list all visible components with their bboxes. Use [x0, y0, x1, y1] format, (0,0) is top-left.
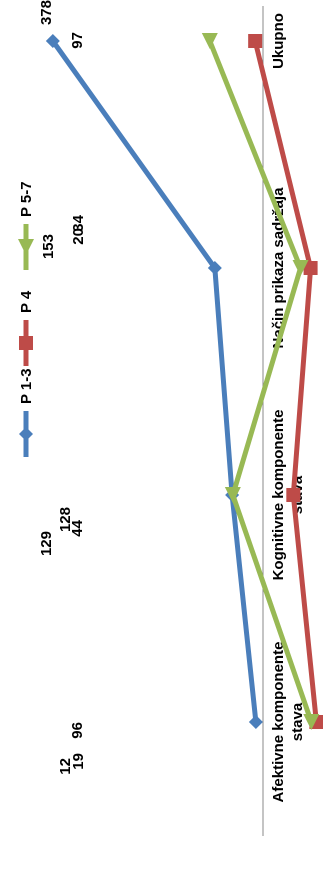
series-line	[207, 40, 314, 723]
legend-label: P 1-3	[18, 368, 35, 404]
legend: P 1-3 P 4 P 5-7	[18, 181, 35, 457]
data-label: 34	[70, 214, 87, 231]
data-label: 96	[69, 722, 86, 739]
category-label: Afektivne komponente stava	[270, 642, 306, 803]
data-label: 378	[38, 0, 55, 25]
data-point	[19, 336, 33, 350]
data-point	[207, 261, 222, 275]
data-label: 129	[38, 531, 55, 556]
data-label: 20	[70, 228, 87, 245]
series-line	[252, 40, 319, 723]
category-label: Ukupno	[270, 13, 287, 69]
data-label: 12	[57, 758, 74, 775]
data-point	[286, 488, 301, 502]
data-point	[18, 239, 34, 255]
data-label: 19	[70, 753, 87, 770]
data-label: 44	[69, 519, 86, 536]
data-point	[292, 260, 309, 276]
legend-label: P 5-7	[18, 181, 35, 217]
data-label: 97	[69, 32, 86, 49]
data-point	[45, 34, 60, 48]
data-point	[303, 261, 318, 275]
data-point	[248, 34, 263, 48]
data-point	[19, 427, 33, 441]
data-label: 153	[40, 234, 57, 259]
legend-item: P 4	[18, 290, 35, 366]
legend-label: P 4	[18, 290, 35, 313]
data-point	[224, 487, 241, 503]
series-p1-3	[45, 34, 263, 729]
legend-item: P 5-7	[18, 181, 35, 270]
data-label: 128	[57, 507, 74, 532]
data-point	[248, 715, 263, 729]
series-layer: 96129153378124420971912834160	[38, 0, 323, 775]
series-p5-7	[201, 33, 320, 730]
legend-item: P 1-3	[18, 368, 35, 457]
series-line	[50, 39, 259, 723]
data-point	[201, 33, 218, 49]
data-point	[303, 714, 320, 730]
series-p4	[248, 34, 323, 729]
